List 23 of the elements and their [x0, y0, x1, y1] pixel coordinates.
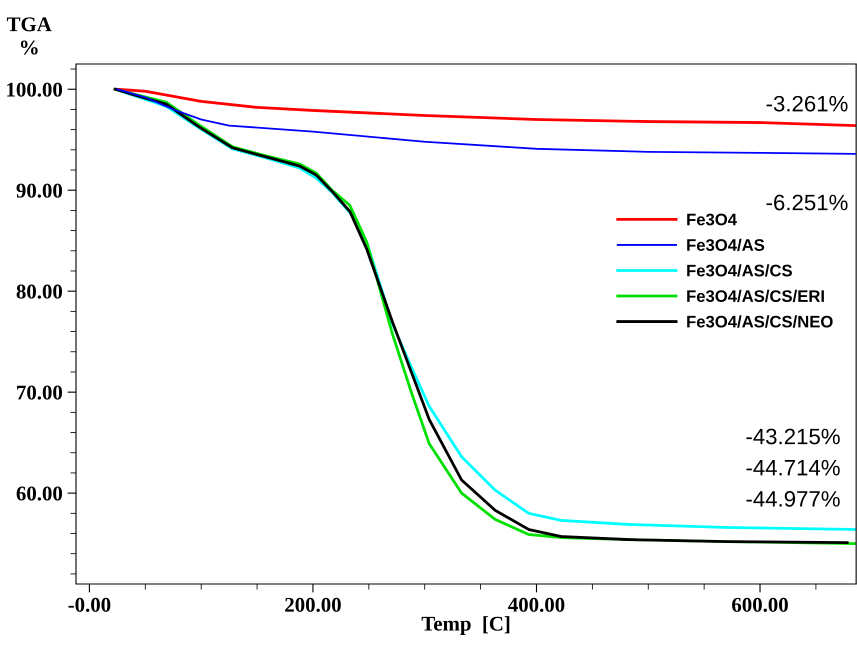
x-tick-label: 600.00 — [732, 598, 788, 612]
legend-label: Fe3O4/AS/CS — [687, 264, 792, 277]
y-tick-label: 60.00 — [16, 486, 62, 501]
legend-label: Fe3O4/AS — [687, 238, 764, 252]
x-tick-label: -0.00 — [68, 598, 110, 612]
y-tick-label: 80.00 — [16, 284, 62, 299]
annotation: -44.714% — [746, 460, 840, 476]
y-axis-title: TGA % — [6, 17, 52, 55]
legend-label: Fe3O4/AS/CS/ERI — [687, 290, 824, 302]
legend-label: Fe3O4 — [687, 214, 737, 226]
annotation: -43.215% — [746, 428, 840, 444]
x-tick-label: 200.00 — [285, 598, 341, 612]
x-tick-label: 400.00 — [508, 598, 564, 612]
annotation: -6.251% — [766, 194, 848, 210]
line-series — [116, 88, 856, 127]
y-tick-label: 90.00 — [16, 184, 62, 198]
x-axis-title: Temp [C] — [422, 616, 510, 635]
line-series — [116, 88, 856, 155]
y-tick-label: 100.00 — [7, 82, 62, 97]
y-tick-label: 70.00 — [17, 386, 62, 400]
annotation: -44.977% — [746, 491, 840, 507]
legend-label: Fe3O4/AS/CS/NEO — [687, 315, 833, 328]
annotation: -3.261% — [766, 96, 848, 112]
